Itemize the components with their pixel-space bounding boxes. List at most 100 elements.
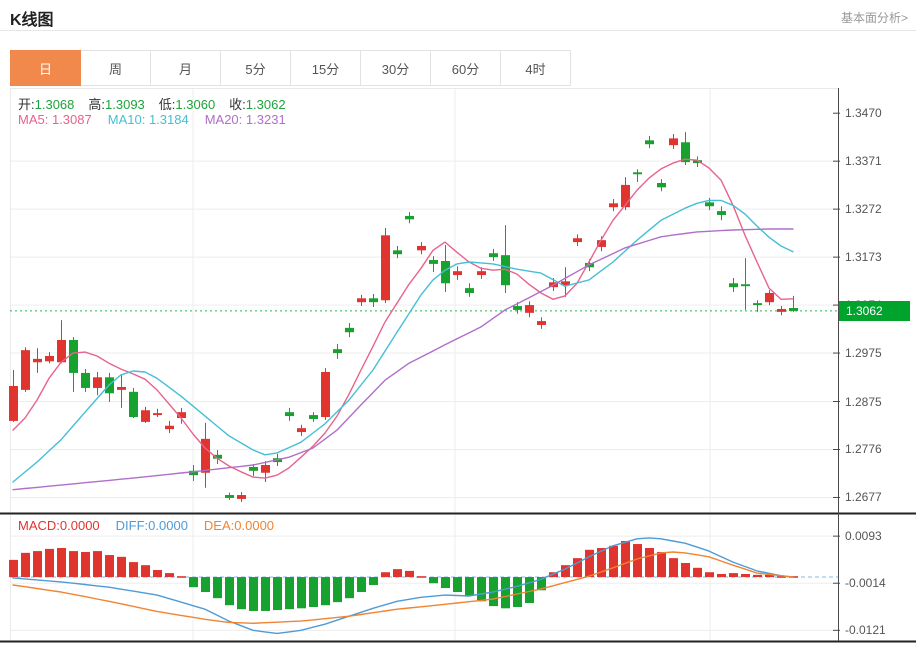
tab-month[interactable]: 月 xyxy=(150,50,221,86)
macd-bar xyxy=(453,577,462,593)
candle-body xyxy=(441,260,450,284)
candle-body xyxy=(621,184,630,208)
tab-30min[interactable]: 30分 xyxy=(360,50,431,86)
candle-body xyxy=(693,160,702,164)
candle-body xyxy=(645,140,654,145)
candle-body xyxy=(117,386,126,390)
fundamental-analysis-link[interactable]: 基本面分析> xyxy=(840,11,908,25)
macd-bar xyxy=(69,551,78,578)
macd-bar xyxy=(81,551,90,578)
macd-bar xyxy=(513,577,522,607)
price-tick-label: 1.2975 xyxy=(845,346,882,361)
candle-body xyxy=(357,298,366,303)
macd-tick-label: -0.0121 xyxy=(845,623,886,638)
macd-bar xyxy=(141,565,150,578)
dea-line xyxy=(12,551,794,624)
macd-bar xyxy=(369,577,378,585)
macd-bar xyxy=(633,544,642,578)
candle-body xyxy=(261,464,270,473)
macd-bar xyxy=(201,577,210,593)
price-tick-label: 1.3272 xyxy=(845,202,882,217)
macd-bar xyxy=(537,577,546,591)
candle-body xyxy=(489,253,498,258)
macd-bar xyxy=(297,577,306,609)
macd-tick-label: 0.0093 xyxy=(845,529,882,544)
macd-bar xyxy=(777,576,786,578)
tab-60min[interactable]: 60分 xyxy=(430,50,501,86)
candle-body xyxy=(141,410,150,422)
macd-bar xyxy=(105,555,114,578)
high-label: 高: xyxy=(88,97,106,112)
close-label: 收: xyxy=(229,97,246,112)
macd-bar xyxy=(669,558,678,578)
macd-bar xyxy=(9,559,18,578)
macd-bar xyxy=(765,574,774,578)
candle-body xyxy=(153,413,162,416)
macd-bar xyxy=(525,577,534,604)
open-value: 1.3068 xyxy=(34,97,75,112)
ma20-legend: MA20: 1.3231 xyxy=(204,112,286,127)
candle-body xyxy=(525,305,534,313)
candle-body xyxy=(561,281,570,286)
macd-bar xyxy=(561,565,570,578)
macd-bar xyxy=(213,577,222,599)
macd-bar xyxy=(573,558,582,578)
candle-body xyxy=(249,466,258,471)
macd-bar xyxy=(21,552,30,578)
candle-body xyxy=(45,355,54,362)
macd-bar xyxy=(585,549,594,578)
candle-body xyxy=(93,377,102,388)
candle-body xyxy=(429,260,438,264)
candle-body xyxy=(657,182,666,188)
macd-bar xyxy=(57,548,66,578)
tab-5min[interactable]: 5分 xyxy=(220,50,291,86)
price-tick-label: 1.3371 xyxy=(845,154,882,169)
ma20-line xyxy=(12,228,794,491)
macd-bar xyxy=(177,576,186,578)
macd-bar xyxy=(609,545,618,578)
candle-body xyxy=(333,349,342,354)
macd-bar xyxy=(693,567,702,578)
macd-bar xyxy=(165,573,174,578)
macd-bar xyxy=(333,577,342,603)
macd-legend: MACD:0.0000 xyxy=(18,518,100,533)
ma5-line xyxy=(12,158,794,479)
candle-body xyxy=(501,255,510,286)
macd-bar xyxy=(597,548,606,578)
macd-bar xyxy=(477,577,486,602)
low-label: 低: xyxy=(158,97,176,112)
candle-body xyxy=(369,298,378,303)
candle-body xyxy=(753,303,762,306)
macd-bar xyxy=(225,577,234,606)
candle-body xyxy=(21,350,30,390)
candle-body xyxy=(717,211,726,215)
macd-bar xyxy=(93,551,102,578)
macd-bar xyxy=(465,577,474,596)
ma10-line xyxy=(12,199,794,483)
macd-bar xyxy=(273,577,282,611)
macd-bar xyxy=(717,573,726,578)
candle-body xyxy=(129,391,138,418)
tab-day[interactable]: 日 xyxy=(10,50,81,86)
candle-body xyxy=(69,339,78,373)
last-price-badge: 1.3062 xyxy=(839,301,910,321)
candle-body xyxy=(681,142,690,163)
title-divider xyxy=(0,30,916,31)
candle-body xyxy=(81,372,90,388)
macd-bar xyxy=(741,573,750,578)
macd-bar xyxy=(45,548,54,578)
tab-15min[interactable]: 15分 xyxy=(290,50,361,86)
candle-body xyxy=(381,235,390,301)
macd-bar xyxy=(33,551,42,578)
candle-body xyxy=(237,495,246,499)
dea-legend: DEA:0.0000 xyxy=(203,518,275,533)
macd-bar xyxy=(417,576,426,578)
price-tick-label: 1.2875 xyxy=(845,394,882,409)
macd-bar xyxy=(381,572,390,578)
macd-bar xyxy=(705,572,714,578)
macd-bar xyxy=(753,574,762,578)
close-value: 1.3062 xyxy=(245,97,286,112)
interval-tab-bar: 日周月 5分 15分 30分 60分 4时 xyxy=(10,50,571,86)
tab-4hour[interactable]: 4时 xyxy=(500,50,571,86)
